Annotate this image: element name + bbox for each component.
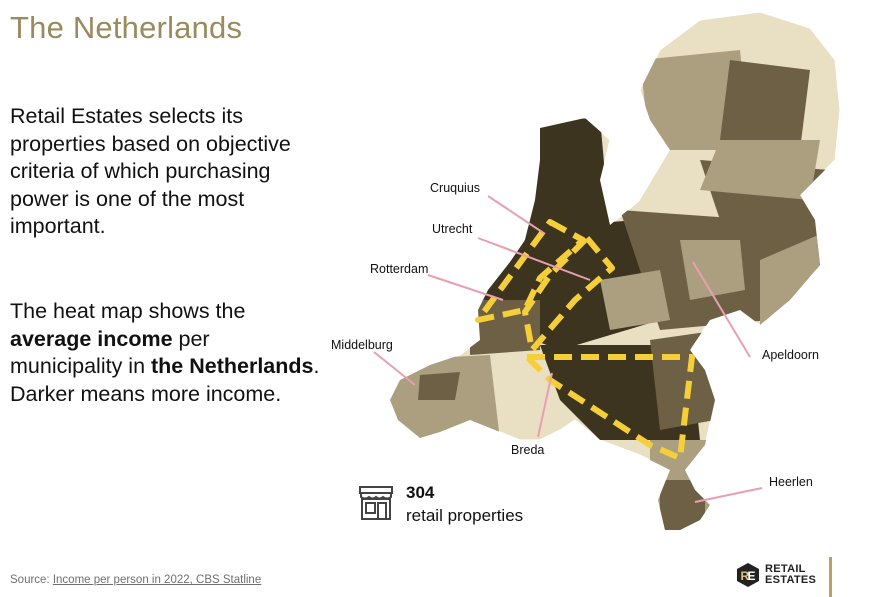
source-note: Source: Income per person in 2022, CBS S…	[10, 574, 261, 586]
label-heerlen: Heerlen	[769, 475, 813, 489]
region-limburg-south	[660, 480, 705, 530]
heatmap-text-3: . Darker means more income.	[10, 354, 320, 406]
region-zeeland-dark	[418, 372, 460, 400]
page-title: The Netherlands	[10, 10, 243, 45]
map-regions	[390, 50, 830, 530]
apeldoorn-pointer	[692, 261, 751, 358]
logo-line-1: RETAIL	[765, 563, 806, 575]
region-drenthe	[700, 140, 820, 200]
heatmap-bold-1: average income	[10, 326, 173, 351]
logo-line-2: ESTATES	[765, 574, 817, 586]
region-flevoland	[640, 150, 700, 210]
rotterdam-pointer	[427, 274, 504, 301]
accent-bar	[829, 557, 832, 597]
map-landmass	[389, 11, 841, 531]
property-count-label: retail properties	[406, 506, 524, 525]
heatmap-text-1: The heat map shows the	[10, 299, 246, 323]
logo-wordmark: RETAIL ESTATES	[765, 564, 816, 586]
brabant-dashed-outline	[524, 354, 695, 461]
source-prefix: Source:	[10, 574, 53, 586]
heatmap-text-2: per municipality in	[10, 326, 210, 379]
central-dashed-outline	[522, 235, 615, 353]
breda-pointer	[537, 372, 553, 438]
label-breda: Breda	[511, 443, 545, 457]
heatmap-bold-2: the Netherlands	[151, 354, 314, 378]
region-veluwe	[680, 240, 745, 300]
highlight-zone	[475, 219, 695, 461]
region-north-holland	[520, 118, 610, 250]
heerlen-pointer	[694, 487, 763, 503]
middelburg-pointer	[373, 351, 416, 386]
cruquius-pointer	[487, 195, 546, 235]
label-apeldoorn: Apeldoorn	[762, 348, 819, 362]
region-central-light	[600, 270, 670, 330]
storefront-icon	[359, 486, 393, 520]
svg-text:E: E	[748, 569, 756, 583]
svg-text:R: R	[741, 569, 750, 583]
randstad-dashed-outline	[475, 219, 586, 323]
label-cruquius: Cruquius	[430, 181, 481, 195]
property-count: 304	[406, 483, 435, 502]
region-groningen	[720, 60, 810, 150]
utrecht-pointer	[477, 237, 591, 281]
label-utrecht: Utrecht	[432, 222, 473, 236]
label-pointers	[373, 195, 763, 503]
heatmap-description: The heat map shows the average income pe…	[10, 298, 320, 408]
intro-paragraph: Retail Estates selects its properties ba…	[10, 104, 291, 238]
label-rotterdam: Rotterdam	[370, 262, 429, 276]
label-middelburg: Middelburg	[331, 338, 393, 352]
source-link[interactable]: Income per person in 2022, CBS Statline	[52, 574, 262, 586]
retail-estates-logo-icon: R E	[737, 563, 759, 587]
